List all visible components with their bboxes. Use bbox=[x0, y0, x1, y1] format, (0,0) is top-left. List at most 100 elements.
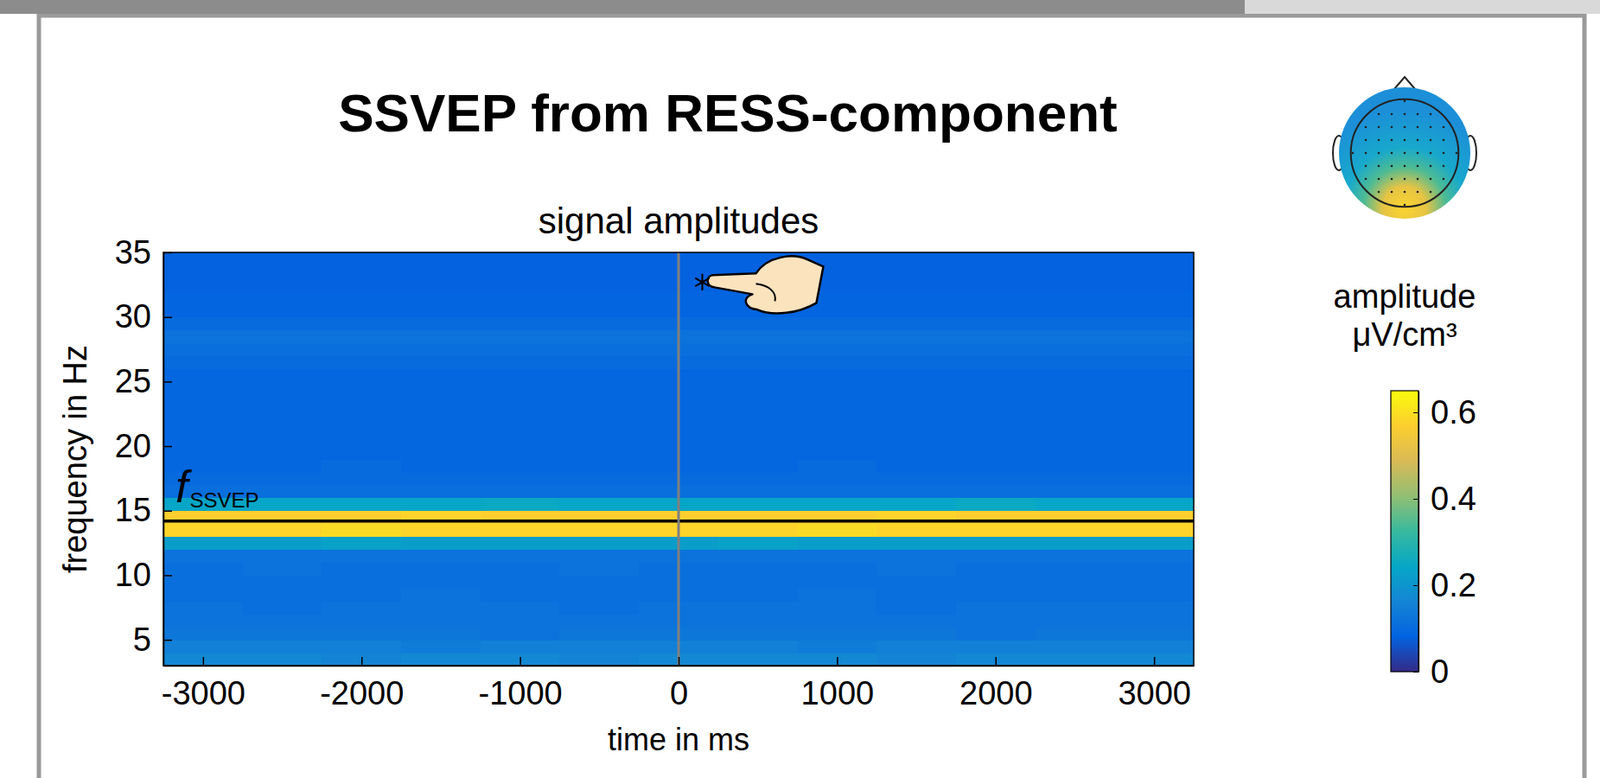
heatmap-cell bbox=[321, 471, 402, 486]
heatmap-cell bbox=[718, 471, 798, 486]
tick-label: 1000 bbox=[801, 675, 875, 712]
heatmap-cell bbox=[559, 523, 639, 538]
heatmap-cell bbox=[559, 639, 639, 654]
heatmap-cell bbox=[1114, 343, 1194, 357]
scalp-electrode bbox=[1429, 152, 1433, 155]
heatmap-cell bbox=[242, 394, 323, 408]
heatmap-cell bbox=[321, 368, 402, 383]
heatmap-cell bbox=[876, 471, 957, 486]
heatmap-cell bbox=[1114, 549, 1194, 564]
heatmap-cell bbox=[242, 368, 323, 383]
heatmap-cell bbox=[163, 587, 243, 602]
heatmap-cell bbox=[876, 330, 957, 345]
heatmap-cell bbox=[401, 549, 481, 564]
scalp-electrode bbox=[1416, 165, 1420, 168]
x-axis-title: time in ms bbox=[607, 721, 750, 758]
scalp-electrode bbox=[1416, 126, 1420, 129]
heatmap-cell bbox=[321, 291, 402, 306]
heatmap-cell bbox=[1035, 587, 1116, 602]
heatmap-cell bbox=[876, 356, 957, 370]
tick-mark bbox=[163, 252, 173, 255]
tick-label: 25 bbox=[114, 363, 152, 400]
heatmap-cell bbox=[797, 343, 878, 357]
heatmap-cell bbox=[1114, 420, 1194, 434]
heatmap-cell bbox=[559, 291, 639, 306]
tick-label: 5 bbox=[133, 621, 152, 658]
tick-mark bbox=[163, 639, 173, 642]
scalp-electrode bbox=[1377, 113, 1381, 116]
heatmap-cell bbox=[797, 330, 878, 345]
heatmap-cell bbox=[559, 458, 639, 473]
heatmap-cell bbox=[559, 613, 639, 628]
heatmap-cell bbox=[242, 562, 323, 577]
heatmap-cell bbox=[242, 252, 323, 267]
heatmap-cell bbox=[797, 420, 878, 434]
heatmap-cell bbox=[321, 278, 402, 293]
heatmap-cell bbox=[718, 458, 798, 473]
heatmap-cell bbox=[1114, 639, 1194, 654]
heatmap-cell bbox=[559, 394, 639, 408]
heatmap-cell bbox=[876, 291, 957, 306]
heatmap-cell bbox=[1114, 317, 1194, 332]
heatmap-cell bbox=[480, 265, 561, 280]
heatmap-cell bbox=[797, 471, 878, 486]
axis-line bbox=[163, 253, 166, 667]
heatmap-cell bbox=[559, 420, 639, 434]
heatmap-cell bbox=[1035, 330, 1116, 345]
heatmap-cell bbox=[480, 471, 561, 486]
scalp-electrode bbox=[1390, 178, 1394, 181]
heatmap-cell bbox=[242, 613, 323, 628]
heatmap-cell bbox=[401, 600, 481, 615]
heatmap-cell bbox=[1114, 562, 1194, 577]
heatmap-cell bbox=[401, 626, 481, 641]
heatmap-cell bbox=[559, 343, 639, 357]
heatmap-cell bbox=[321, 407, 402, 421]
heatmap-cell bbox=[559, 536, 639, 551]
heatmap-cell bbox=[718, 330, 798, 345]
heatmap-cell bbox=[321, 523, 402, 538]
heatmap-cell bbox=[876, 523, 957, 538]
heatmap-cell bbox=[480, 652, 561, 666]
heatmap-cell bbox=[242, 652, 323, 666]
heatmap-cell bbox=[797, 458, 878, 473]
heatmap-cell bbox=[876, 574, 957, 589]
heatmap-cell bbox=[401, 291, 481, 306]
heatmap-cell bbox=[401, 471, 481, 486]
tick: 15 bbox=[114, 491, 173, 529]
heatmap-cell bbox=[559, 587, 639, 602]
scalp-electrode bbox=[1403, 165, 1407, 168]
heatmap-cell bbox=[718, 368, 798, 383]
heatmap-cell bbox=[956, 484, 1036, 499]
heatmap-cell bbox=[956, 536, 1036, 551]
heatmap-cell bbox=[401, 562, 481, 577]
heatmap-cell bbox=[559, 368, 639, 383]
heatmap-cell bbox=[321, 317, 402, 332]
heatmap-cell bbox=[163, 536, 243, 551]
heatmap-cell bbox=[1035, 523, 1116, 538]
tick: -3000 bbox=[161, 656, 246, 712]
tick: 10 bbox=[114, 556, 173, 593]
heatmap-cell bbox=[321, 587, 402, 602]
heatmap-cell bbox=[163, 574, 243, 589]
heatmap-cell bbox=[797, 600, 878, 615]
heatmap-cell bbox=[242, 433, 323, 447]
heatmap-cell bbox=[321, 265, 402, 280]
scalp-electrode bbox=[1377, 178, 1381, 181]
heatmap-cell bbox=[876, 549, 957, 564]
heatmap-cell bbox=[1035, 600, 1116, 615]
heatmap-cell bbox=[876, 368, 957, 383]
tick-label: 10 bbox=[114, 556, 152, 593]
heatmap-cell bbox=[559, 549, 639, 564]
heatmap-cell bbox=[876, 278, 957, 293]
heatmap-cell bbox=[718, 356, 798, 370]
tick: 3000 bbox=[1117, 656, 1192, 712]
heatmap-cell bbox=[401, 265, 481, 280]
heatmap-cell bbox=[876, 484, 957, 499]
tick-mark bbox=[836, 656, 839, 666]
heatmap-cell bbox=[876, 446, 957, 460]
heatmap-cell bbox=[718, 381, 798, 396]
scalp-electrode bbox=[1403, 100, 1407, 103]
scalp-electrode bbox=[1403, 126, 1407, 129]
heatmap-cell bbox=[559, 265, 639, 280]
y-axis-title: frequency in Hz bbox=[57, 344, 94, 574]
